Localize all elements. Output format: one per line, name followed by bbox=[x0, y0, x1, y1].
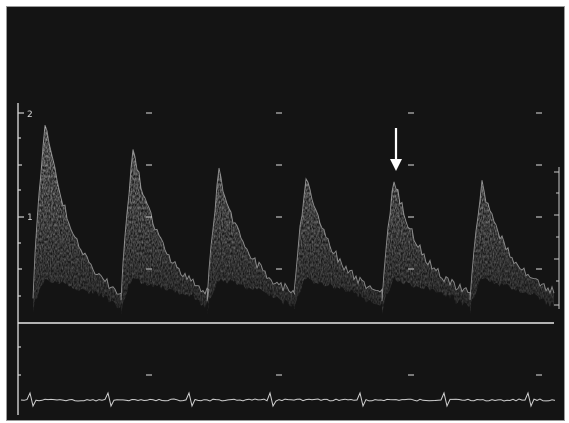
doppler-image: 2 1 bbox=[6, 6, 565, 421]
velocity-scale-label: 1 bbox=[27, 213, 33, 223]
velocity-scale-label: 2 bbox=[27, 110, 33, 120]
ecg-trace bbox=[20, 391, 556, 408]
doppler-spectrum-edge bbox=[32, 124, 555, 302]
arrow-marker bbox=[390, 128, 402, 171]
doppler-spectrum bbox=[33, 125, 554, 316]
doppler-scene: 2 1 bbox=[17, 103, 560, 415]
right-scale-ticks bbox=[554, 171, 559, 306]
velocity-axis-ticks bbox=[18, 112, 24, 376]
